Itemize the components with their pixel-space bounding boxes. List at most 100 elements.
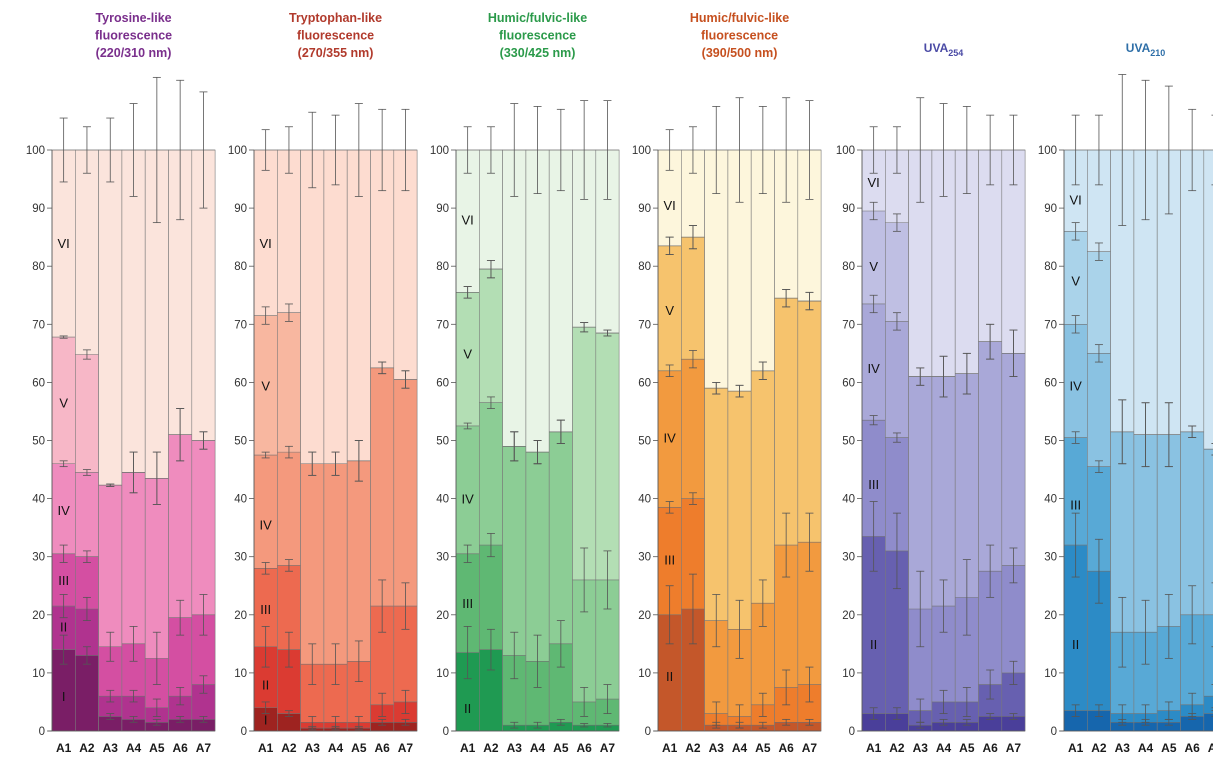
bar-segment-A1-I	[254, 707, 278, 731]
x-tick-label: A4	[732, 741, 748, 755]
y-tick-label: 100	[1038, 145, 1057, 157]
bar-segment-A4-IV	[121, 472, 146, 644]
y-tick-label: 10	[234, 668, 247, 680]
bar-segment-A3-III	[502, 446, 526, 656]
fraction-label-VI: VI	[664, 198, 676, 213]
x-tick-label: A3	[305, 741, 321, 755]
bar-segment-A6-VI	[1180, 150, 1204, 432]
bar-segment-A6-II	[978, 684, 1002, 717]
bar-segment-A1-III	[862, 420, 886, 537]
bar-segment-A1-I	[456, 652, 480, 731]
bar-segment-A6-VI	[370, 150, 394, 368]
bar-segment-A2-V	[885, 222, 909, 322]
fraction-label-VI: VI	[260, 236, 272, 251]
bar-segment-A7-III	[393, 606, 418, 702]
y-tick-label: 90	[1044, 203, 1057, 215]
bar-segment-A7-IV	[797, 301, 822, 543]
y-tick-label: 100	[430, 145, 449, 157]
y-tick-label: 40	[842, 494, 855, 506]
y-tick-label: 40	[32, 494, 45, 506]
bar-segment-A1-V	[1064, 231, 1088, 325]
bar-segment-A6-I	[1180, 716, 1204, 731]
x-tick-label: A7	[802, 741, 818, 755]
bar-segment-A4-IV	[931, 376, 956, 607]
bar-segment-A4-II	[525, 661, 550, 726]
bar-segment-A1-IV	[1064, 324, 1088, 438]
y-tick-label: 90	[638, 203, 651, 215]
bar-segment-A5-IV	[145, 478, 169, 659]
x-tick-label: A7	[600, 741, 616, 755]
y-tick-label: 40	[1044, 494, 1057, 506]
bar-segment-A2-IV	[277, 452, 301, 566]
y-tick-label: 80	[1044, 261, 1057, 273]
y-tick-label: 60	[638, 377, 651, 389]
bar-segment-A6-IV	[572, 327, 596, 580]
bar-segment-A3-II	[98, 696, 122, 717]
y-tick-label: 70	[32, 319, 45, 331]
y-tick-label: 50	[842, 436, 855, 448]
bar-segment-A3-VI	[300, 150, 324, 464]
x-tick-label: A5	[1161, 741, 1177, 755]
bar-segment-A4-III	[121, 643, 146, 697]
y-tick-label: 30	[436, 552, 449, 564]
bar-segment-A3-I	[98, 716, 122, 731]
fraction-label-VI: VI	[868, 175, 880, 190]
bar-segment-A1-V	[862, 211, 886, 304]
y-tick-label: 30	[638, 552, 651, 564]
y-tick-label: 20	[436, 610, 449, 622]
bar-segment-A2-IV	[681, 237, 705, 360]
bar-segment-A7-II	[797, 684, 822, 723]
bar-segment-A4-IV	[323, 463, 348, 665]
bar-segment-A2-IV	[75, 472, 99, 557]
x-tick-label: A4	[936, 741, 952, 755]
bar-segment-A5-III	[549, 431, 573, 644]
bar-segment-A3-VI	[704, 150, 728, 389]
panel-title-line-3: (390/500 nm)	[702, 46, 778, 60]
bar-segment-A2-II	[277, 649, 301, 714]
y-tick-label: 20	[842, 610, 855, 622]
panel-title-line-3: (270/355 nm)	[298, 46, 374, 60]
bar-segment-A4-I	[1133, 722, 1158, 731]
bar-segment-A1-VI	[456, 150, 480, 293]
fraction-label-III: III	[462, 596, 473, 611]
panel-title-line-3: (330/425 nm)	[500, 46, 576, 60]
bar-segment-A7-I	[393, 722, 418, 731]
bar-segment-A6-IV	[370, 367, 394, 607]
bar-segment-A6-III	[572, 579, 596, 702]
bar-segment-A1-III	[254, 568, 278, 647]
bar-segment-A6-I	[370, 722, 394, 731]
x-tick-label: A4	[328, 741, 344, 755]
y-tick-label: 10	[1044, 668, 1057, 680]
y-tick-label: 80	[842, 261, 855, 273]
bar-segment-A3-IV	[908, 376, 932, 609]
bar-segment-A3-IV	[704, 388, 728, 621]
bar-segment-A6-IV	[168, 434, 192, 618]
bar-segment-A5-IV	[751, 370, 775, 604]
bar-segment-A2-I	[885, 713, 909, 731]
bar-segment-A4-VI	[121, 150, 146, 473]
chart-panel-2: Tryptophan-like fluorescence (270/355 nm) A…	[228, 11, 418, 755]
x-tick-label: A6	[1184, 741, 1200, 755]
bar-segment-A2-III	[681, 359, 705, 499]
x-tick-label: A2	[79, 741, 95, 755]
bar-segment-A3-III	[704, 620, 728, 714]
fraction-label-II: II	[464, 701, 471, 716]
bar-segment-A5-VI	[549, 150, 573, 432]
x-tick-label: A2	[889, 741, 905, 755]
panel-title-subscript: 210	[1150, 48, 1165, 58]
y-tick-label: 30	[32, 552, 45, 564]
panel-title: UVA254	[924, 41, 963, 58]
bar-segment-A2-VI	[277, 150, 301, 313]
bar-segment-A1-V	[52, 337, 76, 464]
bar-segment-A5-I	[955, 722, 979, 731]
x-tick-label: A6	[172, 741, 188, 755]
bar-segment-A7-IV	[595, 333, 620, 580]
bar-segment-A6-VI	[978, 150, 1002, 342]
bar-segment-A1-VI	[254, 150, 278, 316]
y-tick-label: 90	[842, 203, 855, 215]
bar-segment-A2-VI	[681, 150, 705, 238]
bar-segment-A1-IV	[52, 463, 76, 554]
y-tick-label: 50	[234, 436, 247, 448]
bar-segment-A2-III	[479, 402, 503, 546]
x-tick-label: A5	[351, 741, 367, 755]
